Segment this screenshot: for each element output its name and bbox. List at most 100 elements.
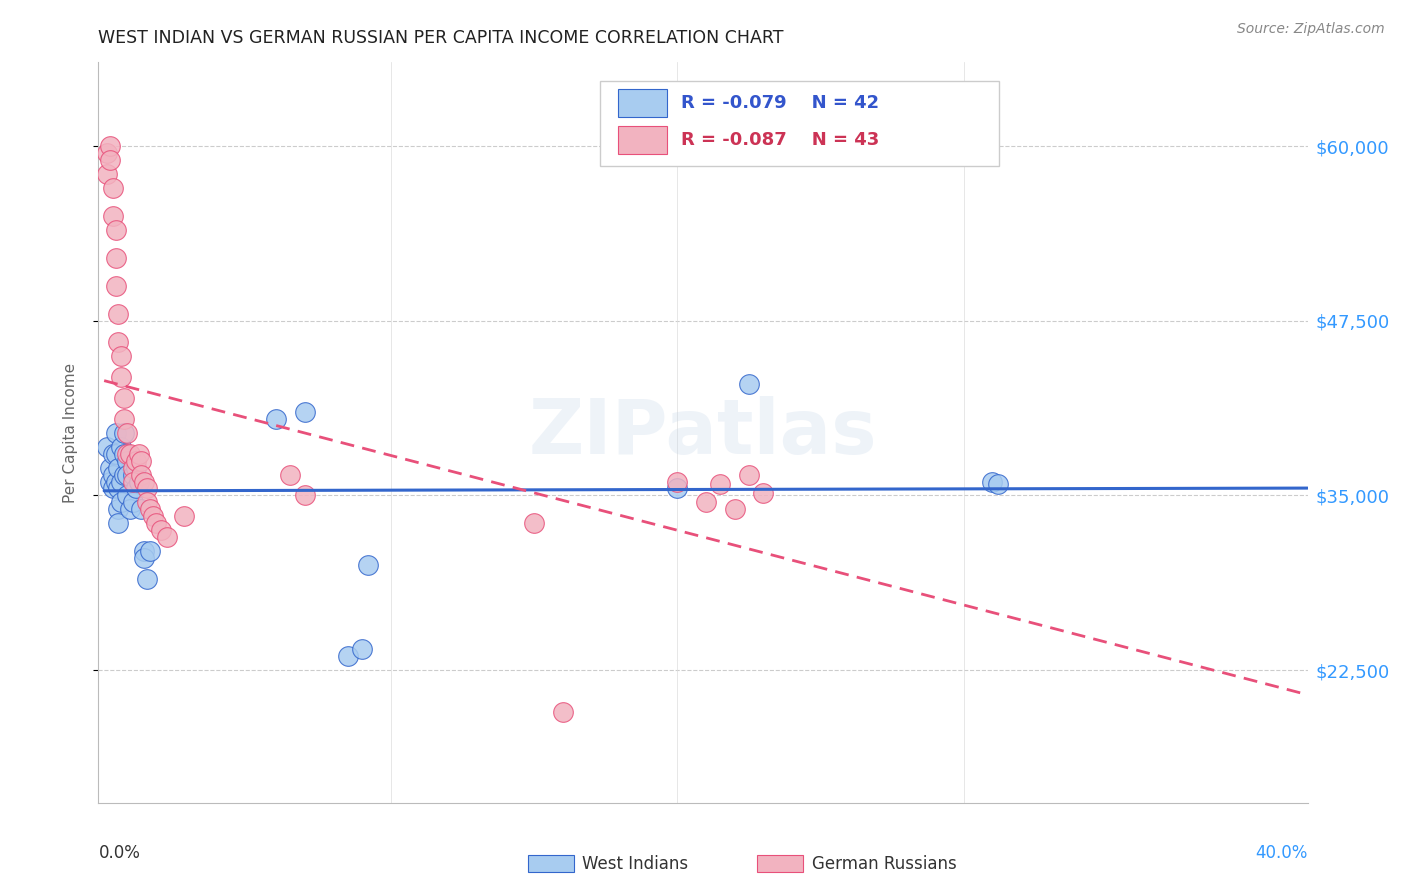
Point	[142, 509, 165, 524]
Point	[124, 453, 146, 467]
Point	[96, 167, 118, 181]
Point	[294, 488, 316, 502]
Point	[98, 139, 121, 153]
Point	[112, 391, 135, 405]
Point	[336, 649, 359, 664]
Point	[98, 460, 121, 475]
Point	[101, 482, 124, 496]
Point	[112, 467, 135, 482]
Point	[110, 369, 132, 384]
Point	[110, 440, 132, 454]
Point	[112, 446, 135, 460]
Point	[104, 279, 127, 293]
Point	[145, 516, 167, 531]
Point	[107, 307, 129, 321]
Point	[134, 551, 156, 566]
Point	[136, 572, 159, 586]
Point	[121, 460, 143, 475]
Point	[173, 509, 195, 524]
Point	[709, 477, 731, 491]
Point	[666, 482, 689, 496]
Point	[96, 440, 118, 454]
Text: 40.0%: 40.0%	[1256, 844, 1308, 862]
Y-axis label: Per Capita Income: Per Capita Income	[63, 362, 77, 503]
Point	[110, 495, 132, 509]
Point	[121, 475, 143, 489]
Point	[110, 475, 132, 489]
Point	[104, 251, 127, 265]
Point	[752, 485, 775, 500]
Point	[139, 502, 162, 516]
Point	[738, 376, 761, 391]
Point	[118, 502, 141, 516]
Point	[101, 209, 124, 223]
Point	[101, 181, 124, 195]
Bar	[758, 855, 803, 871]
Point	[112, 411, 135, 425]
Point	[280, 467, 302, 482]
Point	[107, 516, 129, 531]
Point	[96, 146, 118, 161]
Text: West Indians: West Indians	[582, 855, 688, 872]
Point	[98, 153, 121, 168]
Point	[357, 558, 380, 573]
Point	[115, 488, 138, 502]
Point	[107, 334, 129, 349]
Point	[738, 467, 761, 482]
Text: ZIPatlas: ZIPatlas	[529, 396, 877, 469]
Text: 0.0%: 0.0%	[98, 844, 141, 862]
Point	[110, 349, 132, 363]
Point	[101, 446, 124, 460]
Point	[150, 524, 173, 538]
Text: Source: ZipAtlas.com: Source: ZipAtlas.com	[1237, 22, 1385, 37]
Point	[551, 705, 574, 719]
Point	[294, 405, 316, 419]
Point	[723, 502, 745, 516]
Point	[107, 482, 129, 496]
Point	[350, 642, 373, 657]
Point	[128, 475, 150, 489]
Point	[987, 477, 1010, 491]
Point	[121, 495, 143, 509]
Point	[107, 502, 129, 516]
Point	[124, 482, 146, 496]
Point	[104, 446, 127, 460]
Point	[115, 425, 138, 440]
Point	[112, 425, 135, 440]
Point	[136, 495, 159, 509]
Point	[115, 467, 138, 482]
Point	[156, 530, 179, 544]
Point	[981, 475, 1004, 489]
Point	[104, 475, 127, 489]
Point	[115, 446, 138, 460]
Point	[695, 495, 717, 509]
Point	[124, 460, 146, 475]
Point	[98, 475, 121, 489]
Text: R = -0.087    N = 43: R = -0.087 N = 43	[682, 131, 880, 149]
Point	[139, 544, 162, 558]
Bar	[600, 81, 1000, 166]
Point	[104, 223, 127, 237]
Point	[264, 411, 287, 425]
Point	[666, 475, 689, 489]
Bar	[527, 855, 574, 871]
Bar	[619, 126, 666, 154]
Point	[104, 425, 127, 440]
Text: German Russians: German Russians	[811, 855, 956, 872]
Point	[107, 460, 129, 475]
Point	[128, 446, 150, 460]
Point	[118, 446, 141, 460]
Point	[134, 544, 156, 558]
Point	[101, 467, 124, 482]
Point	[131, 467, 153, 482]
Text: R = -0.079    N = 42: R = -0.079 N = 42	[682, 95, 879, 112]
Point	[115, 453, 138, 467]
Point	[131, 453, 153, 467]
Bar	[619, 89, 666, 117]
Text: WEST INDIAN VS GERMAN RUSSIAN PER CAPITA INCOME CORRELATION CHART: WEST INDIAN VS GERMAN RUSSIAN PER CAPITA…	[98, 29, 785, 47]
Point	[134, 475, 156, 489]
Point	[523, 516, 546, 531]
Point	[136, 482, 159, 496]
Point	[121, 467, 143, 482]
Point	[131, 502, 153, 516]
